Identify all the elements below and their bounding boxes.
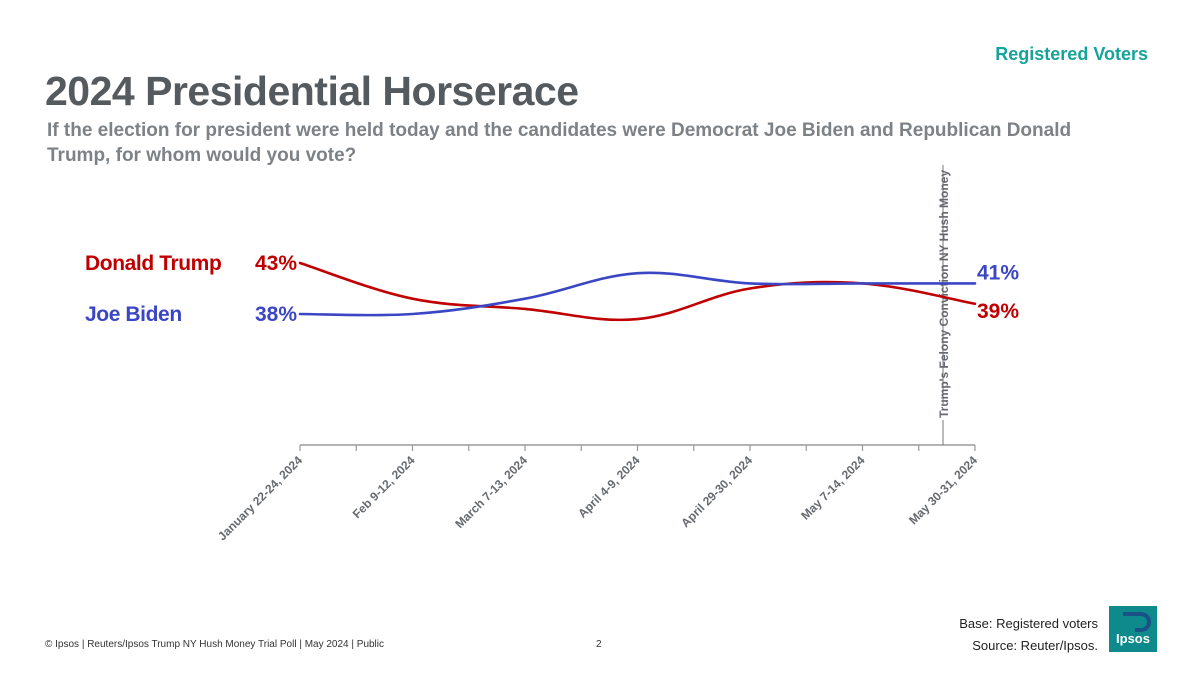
donald-trump-start-label: 43% [255, 252, 297, 275]
x-tick-label: January 22-24, 2024 [215, 453, 305, 543]
logo-text: Ipsos [1116, 631, 1150, 646]
registered-voters-tag: Registered Voters [995, 44, 1148, 64]
ipsos-logo: Ipsos [1109, 606, 1157, 652]
page-title: 2024 Presidential Horserace [45, 68, 579, 114]
page-subtitle: If the election for president were held … [47, 120, 1072, 166]
annotation-label: Trump's Felony Conviction NY Hush Money [937, 170, 951, 418]
x-tick-label: May 7-14, 2024 [798, 453, 868, 523]
donald-trump-end-label: 39% [977, 300, 1019, 323]
donald-trump-series-line [298, 261, 977, 322]
base-note: Base: Registered voters [959, 616, 1098, 631]
joe-biden-legend-name: Joe Biden [85, 303, 182, 326]
footer-copyright: © Ipsos | Reuters/Ipsos Trump NY Hush Mo… [45, 639, 385, 650]
joe-biden-end-label: 41% [977, 261, 1019, 284]
x-tick-label: April 29-30, 2024 [678, 453, 755, 530]
donald-trump-legend-name: Donald Trump [85, 252, 221, 275]
x-tick-label: April 4-9, 2024 [575, 453, 643, 521]
page-number: 2 [596, 639, 602, 650]
joe-biden-series-line [298, 271, 977, 317]
x-tick-label: March 7-13, 2024 [452, 453, 530, 531]
source-note: Source: Reuter/Ipsos. [972, 638, 1098, 653]
x-tick-label: May 30-31, 2024 [906, 453, 980, 527]
x-tick-label: Feb 9-12, 2024 [350, 453, 418, 521]
joe-biden-start-label: 38% [255, 303, 297, 326]
